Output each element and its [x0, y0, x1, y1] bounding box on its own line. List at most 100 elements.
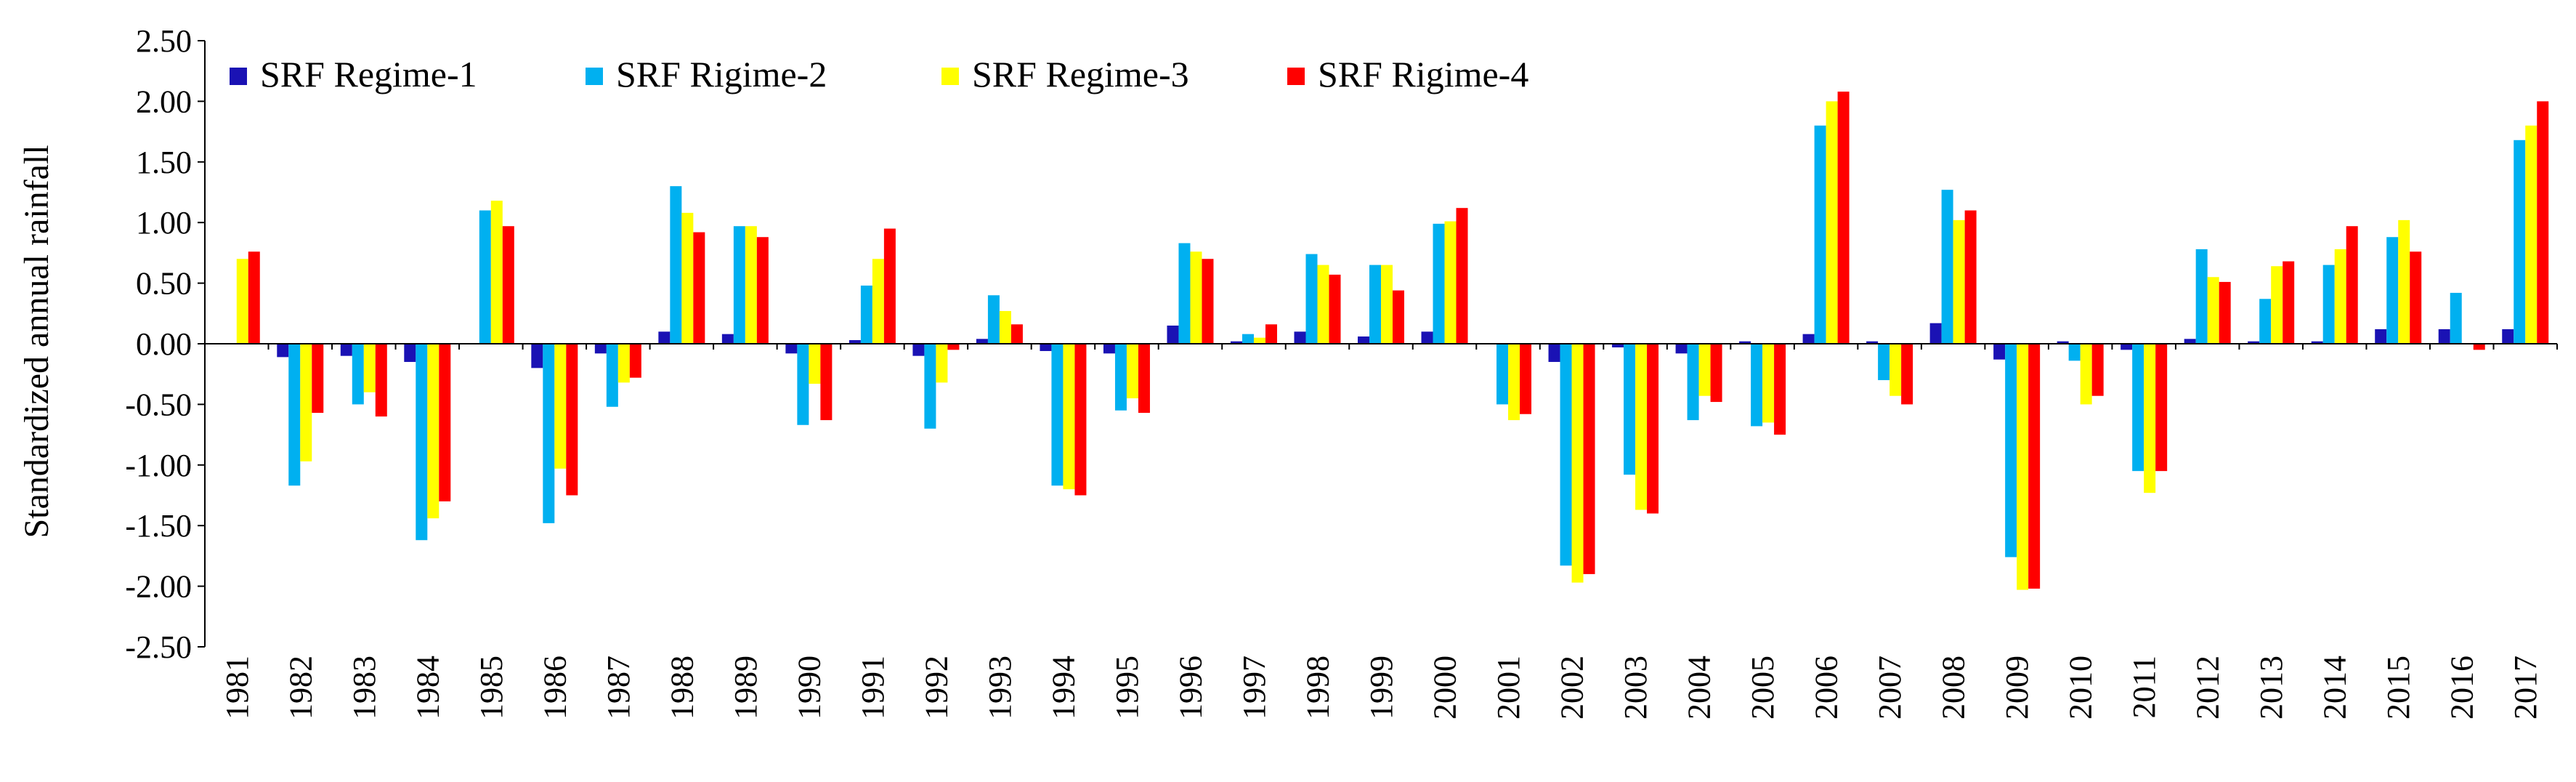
bar-1988-series-3: [681, 212, 694, 344]
bar-1987-series-4: [629, 344, 641, 378]
bar-1982-series-1: [277, 344, 289, 358]
legend-swatch-1: [230, 68, 247, 85]
bar-2012-series-3: [2207, 277, 2219, 344]
bar-2016-series-1: [2438, 328, 2450, 344]
bar-2004-series-2: [1687, 344, 1699, 421]
bar-2008-series-3: [1953, 219, 1965, 344]
x-tick-label-2007: 2007: [1872, 656, 1908, 719]
x-tick-label-1985: 1985: [474, 656, 509, 719]
bar-2002-series-4: [1583, 344, 1595, 574]
bar-2010-series-1: [2057, 341, 2069, 344]
bar-1982-series-2: [288, 344, 301, 486]
bar-1985-series-3: [490, 201, 503, 344]
bar-1988-series-2: [670, 186, 682, 344]
bar-1995-series-2: [1114, 344, 1127, 411]
bar-1994-series-3: [1063, 344, 1075, 490]
bar-2001-series-2: [1496, 344, 1509, 405]
bar-2008-series-1: [1929, 323, 1942, 344]
x-tick-label-1988: 1988: [664, 656, 700, 719]
x-tick-label-2000: 2000: [1427, 656, 1463, 719]
bar-1998-series-3: [1317, 265, 1329, 344]
x-tick-label-2003: 2003: [1618, 656, 1653, 719]
x-tick-label-1999: 1999: [1364, 656, 1399, 719]
bar-1999-series-2: [1369, 265, 1381, 344]
bar-1986-series-2: [543, 344, 555, 523]
bar-2015-series-4: [2410, 251, 2422, 344]
bar-1990-series-1: [785, 344, 798, 354]
bar-2001-series-3: [1508, 344, 1520, 421]
legend-label-2: SRF Rigime-2: [616, 54, 827, 94]
y-tick-label: 1.00: [136, 205, 192, 241]
y-tick-label: -0.50: [125, 387, 192, 422]
x-tick-label-1995: 1995: [1109, 656, 1145, 719]
y-tick-label: 0.00: [136, 326, 192, 362]
bar-1990-series-3: [809, 344, 821, 384]
bar-1988-series-4: [693, 232, 705, 344]
bar-2014-series-2: [2322, 265, 2335, 344]
legend-swatch-2: [586, 68, 603, 85]
bar-1986-series-4: [566, 344, 578, 496]
bar-1983-series-2: [352, 344, 364, 405]
bar-2017-series-1: [2502, 328, 2514, 344]
bar-1983-series-1: [340, 344, 352, 356]
bar-2002-series-3: [1571, 344, 1584, 583]
x-tick-label-1986: 1986: [537, 656, 572, 719]
bar-2000-series-4: [1456, 208, 1468, 344]
x-tick-label-2014: 2014: [2317, 656, 2353, 719]
bar-1991-series-1: [848, 340, 861, 344]
bar-2017-series-2: [2514, 140, 2526, 344]
bar-2005-series-1: [1739, 341, 1751, 344]
bar-2009-series-2: [2005, 344, 2017, 557]
y-tick-label: -1.50: [125, 508, 192, 544]
bar-1986-series-3: [554, 344, 567, 469]
bar-1981-series-4: [248, 251, 260, 344]
bar-2009-series-3: [2017, 344, 2029, 590]
bar-2010-series-2: [2068, 344, 2081, 361]
bar-1999-series-1: [1358, 336, 1369, 344]
bar-2008-series-4: [1964, 210, 1977, 344]
bar-1996-series-2: [1178, 243, 1191, 344]
x-tick-label-1982: 1982: [283, 656, 318, 719]
bar-1983-series-4: [375, 344, 387, 417]
bar-2015-series-3: [2398, 219, 2410, 344]
bar-2012-series-1: [2184, 339, 2196, 344]
bar-2007-series-3: [1890, 344, 1902, 396]
y-axis-title: Standardized annual rainfall: [17, 145, 56, 538]
x-tick-label-2012: 2012: [2190, 656, 2226, 719]
bar-1989-series-4: [756, 237, 769, 344]
bar-2013-series-4: [2283, 261, 2295, 344]
bar-1991-series-2: [860, 285, 872, 344]
y-tick-label: 0.50: [136, 266, 192, 302]
bar-1994-series-2: [1051, 344, 1064, 486]
bar-2014-series-1: [2311, 341, 2323, 344]
bar-1989-series-2: [733, 226, 745, 344]
legend-swatch-4: [1287, 68, 1305, 85]
bar-1982-series-4: [312, 344, 324, 414]
x-tick-label-2013: 2013: [2253, 656, 2289, 719]
x-tick-label-2009: 2009: [1999, 656, 2035, 719]
bar-1986-series-1: [531, 344, 543, 368]
bar-1984-series-2: [416, 344, 428, 541]
bar-1989-series-1: [721, 334, 734, 344]
bar-1997-series-4: [1265, 324, 1277, 344]
legend-swatch-3: [941, 68, 959, 85]
x-tick-label-1991: 1991: [855, 656, 891, 719]
x-tick-label-2006: 2006: [1809, 656, 1844, 719]
bar-2003-series-2: [1624, 344, 1636, 475]
bar-2013-series-1: [2248, 341, 2260, 344]
bar-1995-series-1: [1103, 344, 1115, 354]
x-tick-label-1987: 1987: [601, 656, 636, 719]
bar-2007-series-2: [1878, 344, 1890, 381]
y-tick-labels: 2.50 2.00 1.50 1.00 0.50 0.00 -0.50 -1.00 -1.50 -…: [125, 23, 205, 665]
legend-label-4: SRF Rigime-4: [1318, 54, 1528, 94]
bar-1999-series-3: [1381, 265, 1393, 344]
x-tick-label-2005: 2005: [1745, 656, 1781, 719]
bar-2015-series-2: [2386, 237, 2399, 344]
bar-1996-series-1: [1167, 325, 1179, 344]
y-tick-label: -2.00: [125, 569, 192, 605]
bar-1995-series-4: [1138, 344, 1150, 414]
bar-2009-series-1: [1993, 344, 2006, 360]
x-tick-label-2011: 2011: [2126, 656, 2162, 718]
